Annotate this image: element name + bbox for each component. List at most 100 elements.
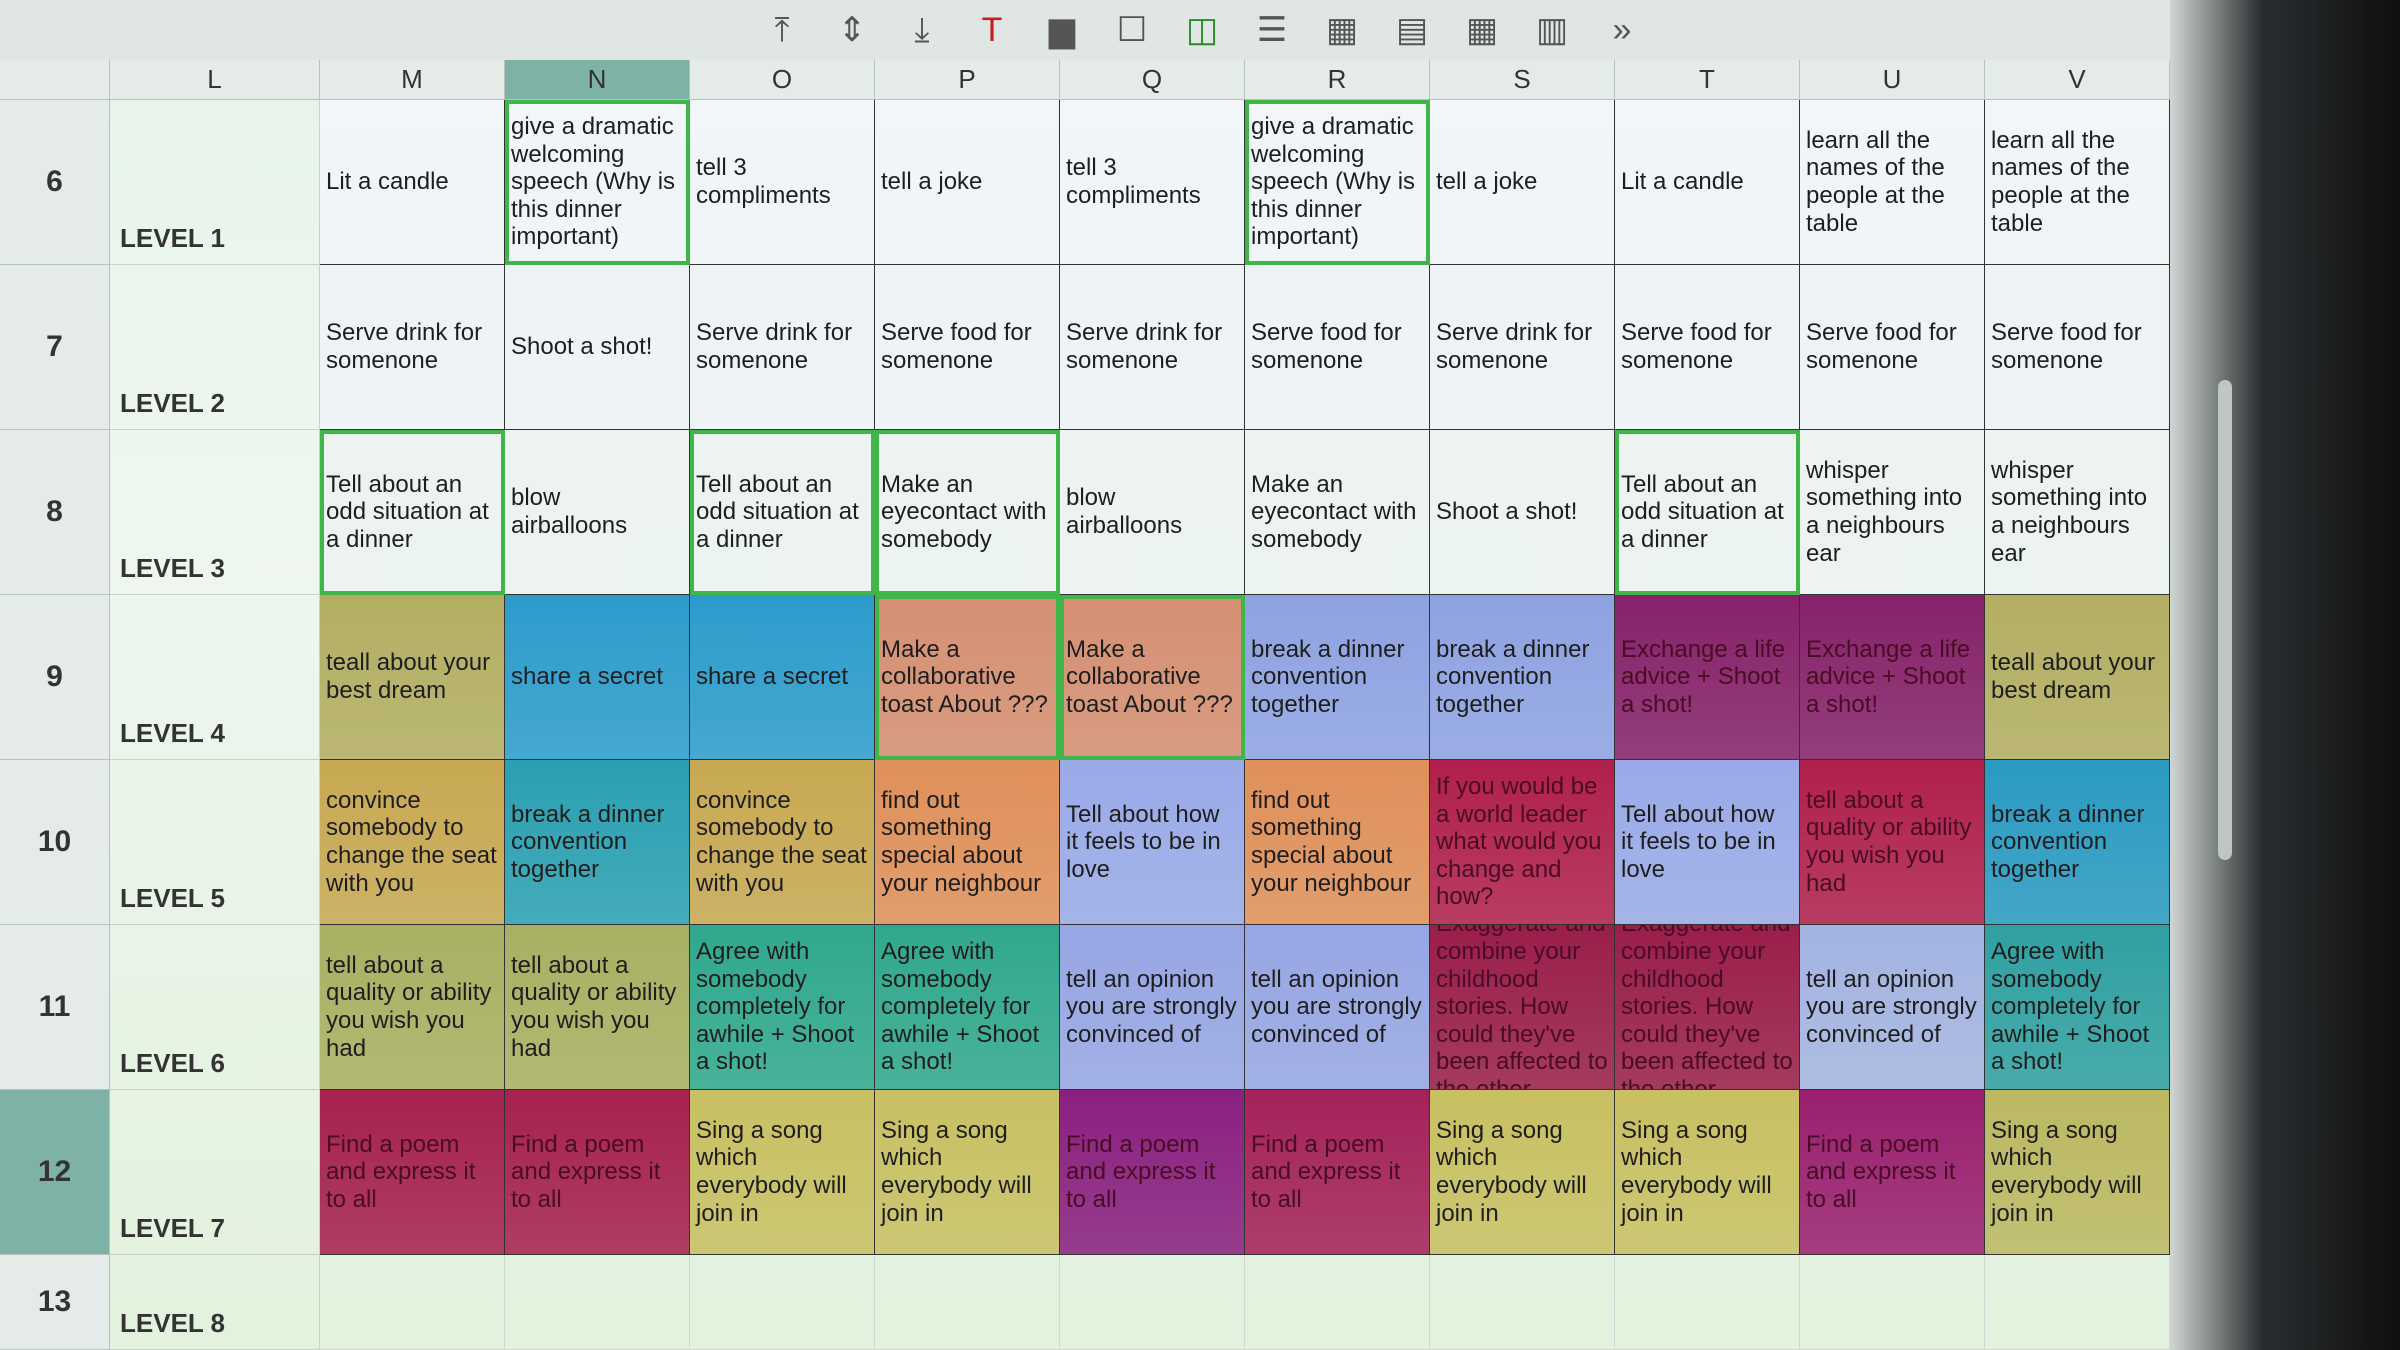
cell-N12[interactable]: Find a poem and express it to all xyxy=(505,1090,690,1255)
column-header-O[interactable]: O xyxy=(690,60,875,100)
cell-O9[interactable]: share a secret xyxy=(690,595,875,760)
cell-N10[interactable]: break a dinner convention together xyxy=(505,760,690,925)
grid-icon[interactable]: ▦ xyxy=(1465,11,1499,49)
cell-Q8[interactable]: blow airballoons xyxy=(1060,430,1245,595)
align-top-icon[interactable]: ⤒ xyxy=(774,10,790,49)
column-header-V[interactable]: V xyxy=(1985,60,2170,100)
cell-T6[interactable]: Lit a candle xyxy=(1615,100,1800,265)
cell-M12[interactable]: Find a poem and express it to all xyxy=(320,1090,505,1255)
column-header-N[interactable]: N xyxy=(505,60,690,100)
level-label-cell[interactable]: LEVEL 2 xyxy=(110,265,320,430)
cell-N8[interactable]: blow airballoons xyxy=(505,430,690,595)
freeze-icon[interactable]: ▤ xyxy=(1395,11,1429,49)
cell-O11[interactable]: Agree with somebody completely for awhil… xyxy=(690,925,875,1090)
level-label-cell[interactable]: LEVEL 8 xyxy=(110,1255,320,1350)
cell-S11[interactable]: Exaggerate and combine your childhood st… xyxy=(1430,925,1615,1090)
cell-U8[interactable]: whisper something into a neighbours ear xyxy=(1800,430,1985,595)
cell-S10[interactable]: If you would be a world leader what woul… xyxy=(1430,760,1615,925)
sheet-icon[interactable]: ▥ xyxy=(1535,11,1569,49)
cell-T9[interactable]: Exchange a life advice + Shoot a shot! xyxy=(1615,595,1800,760)
cell-R10[interactable]: find out something special about your ne… xyxy=(1245,760,1430,925)
cell-N13[interactable] xyxy=(505,1255,690,1350)
cell-V11[interactable]: Agree with somebody completely for awhil… xyxy=(1985,925,2170,1090)
cell-Q12[interactable]: Find a poem and express it to all xyxy=(1060,1090,1245,1255)
cell-M13[interactable] xyxy=(320,1255,505,1350)
cell-Q13[interactable] xyxy=(1060,1255,1245,1350)
fill-color-icon[interactable]: ▆ xyxy=(1048,11,1076,49)
column-header-M[interactable]: M xyxy=(320,60,505,100)
cell-P11[interactable]: Agree with somebody completely for awhil… xyxy=(875,925,1060,1090)
cell-P10[interactable]: find out something special about your ne… xyxy=(875,760,1060,925)
level-label-cell[interactable]: LEVEL 6 xyxy=(110,925,320,1090)
cell-T11[interactable]: Exaggerate and combine your childhood st… xyxy=(1615,925,1800,1090)
cell-T13[interactable] xyxy=(1615,1255,1800,1350)
cell-S7[interactable]: Serve drink for somenone xyxy=(1430,265,1615,430)
cell-M10[interactable]: convince somebody to change the seat wit… xyxy=(320,760,505,925)
cell-M9[interactable]: teall about your best dream xyxy=(320,595,505,760)
cell-O8[interactable]: Tell about an odd situation at a dinner xyxy=(690,430,875,595)
cell-U6[interactable]: learn all the names of the people at the… xyxy=(1800,100,1985,265)
row-header-11[interactable]: 11 xyxy=(0,925,110,1090)
cell-U7[interactable]: Serve food for somenone xyxy=(1800,265,1985,430)
cell-Q6[interactable]: tell 3 compliments xyxy=(1060,100,1245,265)
cell-T7[interactable]: Serve food for somenone xyxy=(1615,265,1800,430)
cell-Q7[interactable]: Serve drink for somenone xyxy=(1060,265,1245,430)
table-icon[interactable]: ▦ xyxy=(1325,11,1359,49)
cell-V9[interactable]: teall about your best dream xyxy=(1985,595,2170,760)
cell-R7[interactable]: Serve food for somenone xyxy=(1245,265,1430,430)
cell-Q10[interactable]: Tell about how it feels to be in love xyxy=(1060,760,1245,925)
cell-M6[interactable]: Lit a candle xyxy=(320,100,505,265)
column-header-P[interactable]: P xyxy=(875,60,1060,100)
cell-M8[interactable]: Tell about an odd situation at a dinner xyxy=(320,430,505,595)
column-header-L[interactable]: L xyxy=(110,60,320,100)
cell-O10[interactable]: convince somebody to change the seat wit… xyxy=(690,760,875,925)
column-header-S[interactable]: S xyxy=(1430,60,1615,100)
cell-N11[interactable]: tell about a quality or ability you wish… xyxy=(505,925,690,1090)
select-all-corner[interactable] xyxy=(0,60,110,100)
cell-V12[interactable]: Sing a song which everybody will join in xyxy=(1985,1090,2170,1255)
align-bottom-icon[interactable]: ⤓ xyxy=(914,10,930,49)
border-style-icon[interactable]: ☰ xyxy=(1256,11,1288,49)
cell-T8[interactable]: Tell about an odd situation at a dinner xyxy=(1615,430,1800,595)
cell-R11[interactable]: tell an opinion you are strongly convinc… xyxy=(1245,925,1430,1090)
cell-O7[interactable]: Serve drink for somenone xyxy=(690,265,875,430)
row-header-13[interactable]: 13 xyxy=(0,1255,110,1350)
cell-V7[interactable]: Serve food for somenone xyxy=(1985,265,2170,430)
level-label-cell[interactable]: LEVEL 5 xyxy=(110,760,320,925)
cell-U13[interactable] xyxy=(1800,1255,1985,1350)
cell-S9[interactable]: break a dinner convention together xyxy=(1430,595,1615,760)
cell-R9[interactable]: break a dinner convention together xyxy=(1245,595,1430,760)
cell-R8[interactable]: Make an eyecontact with somebody xyxy=(1245,430,1430,595)
row-header-12[interactable]: 12 xyxy=(0,1090,110,1255)
cell-P7[interactable]: Serve food for somenone xyxy=(875,265,1060,430)
cell-P13[interactable] xyxy=(875,1255,1060,1350)
cell-M11[interactable]: tell about a quality or ability you wish… xyxy=(320,925,505,1090)
cell-O6[interactable]: tell 3 compliments xyxy=(690,100,875,265)
cell-V10[interactable]: break a dinner convention together xyxy=(1985,760,2170,925)
row-header-9[interactable]: 9 xyxy=(0,595,110,760)
align-middle-icon[interactable]: ⇕ xyxy=(837,11,867,49)
cell-S8[interactable]: Shoot a shot! xyxy=(1430,430,1615,595)
row-header-6[interactable]: 6 xyxy=(0,100,110,265)
font-color-icon[interactable]: T xyxy=(981,10,1003,49)
cell-S13[interactable] xyxy=(1430,1255,1615,1350)
column-header-Q[interactable]: Q xyxy=(1060,60,1245,100)
row-header-7[interactable]: 7 xyxy=(0,265,110,430)
vertical-scrollbar[interactable] xyxy=(2218,380,2232,860)
cell-Q9[interactable]: Make a collaborative toast About ??? xyxy=(1060,595,1245,760)
cell-V8[interactable]: whisper something into a neighbours ear xyxy=(1985,430,2170,595)
cell-R12[interactable]: Find a poem and express it to all xyxy=(1245,1090,1430,1255)
row-header-10[interactable]: 10 xyxy=(0,760,110,925)
cell-S12[interactable]: Sing a song which everybody will join in xyxy=(1430,1090,1615,1255)
cell-R13[interactable] xyxy=(1245,1255,1430,1350)
cell-R6[interactable]: give a dramatic welcoming speech (Why is… xyxy=(1245,100,1430,265)
cell-T12[interactable]: Sing a song which everybody will join in xyxy=(1615,1090,1800,1255)
level-label-cell[interactable]: LEVEL 4 xyxy=(110,595,320,760)
column-header-T[interactable]: T xyxy=(1615,60,1800,100)
more-icon[interactable]: » xyxy=(1612,10,1632,49)
cell-T10[interactable]: Tell about how it feels to be in love xyxy=(1615,760,1800,925)
cell-U10[interactable]: tell about a quality or ability you wish… xyxy=(1800,760,1985,925)
cell-V13[interactable] xyxy=(1985,1255,2170,1350)
cell-V6[interactable]: learn all the names of the people at the… xyxy=(1985,100,2170,265)
level-label-cell[interactable]: LEVEL 3 xyxy=(110,430,320,595)
